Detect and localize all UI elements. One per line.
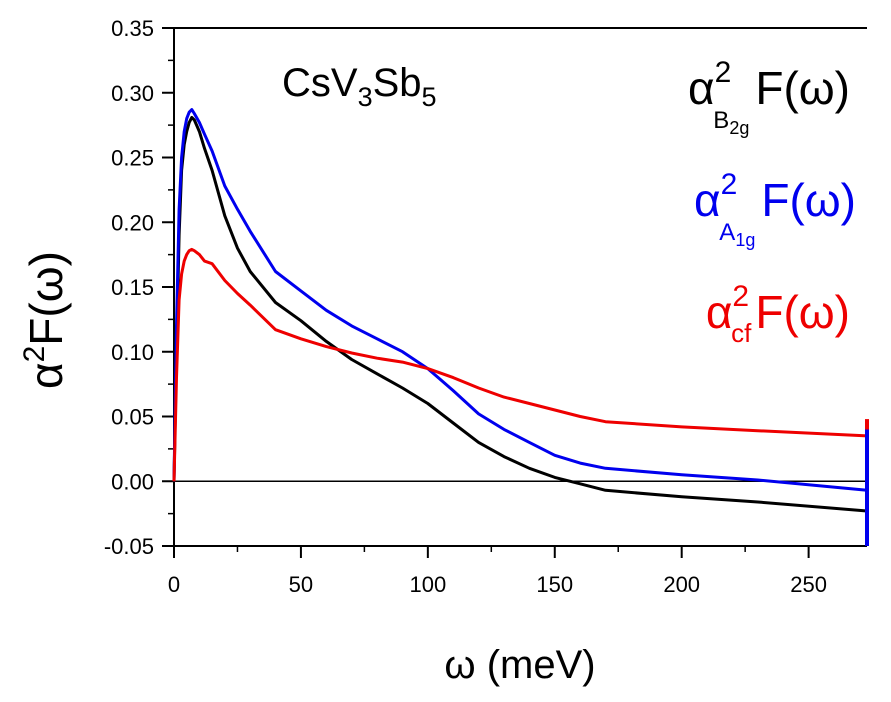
chart-title-sub1: 3	[358, 82, 373, 112]
legend-b2g-sub: B	[713, 107, 729, 134]
legend-a1g-sub: A	[719, 219, 735, 246]
y-tick-label: 0.00	[111, 469, 154, 494]
legend: α2 B2gF(ω) α2 A1gF(ω) α2 cfF(ω)	[688, 56, 856, 348]
x-tick-label: 150	[536, 572, 573, 597]
y-axis-title: α2F(ω)	[18, 251, 72, 389]
x-tick-label: 250	[790, 572, 827, 597]
legend-b2g-subsub: 2g	[729, 118, 749, 138]
x-tick-label: 0	[168, 572, 180, 597]
legend-a1g-alpha: α	[694, 174, 721, 226]
legend-a1g-func: F(ω)	[761, 174, 856, 226]
y-axis-title-alpha: α	[20, 362, 72, 389]
y-tick-label: -0.05	[104, 534, 154, 559]
x-tick-label: 50	[289, 572, 313, 597]
y-tick-label: 0.30	[111, 81, 154, 106]
y-axis-title-func: F(ω)	[20, 251, 72, 346]
y-tick-label: 0.35	[111, 16, 154, 41]
chart-title-part2: Sb	[373, 61, 422, 105]
y-tick-label: 0.05	[111, 405, 154, 430]
chart-title: CsV3Sb5	[282, 61, 437, 112]
y-tick-label: 0.20	[111, 210, 154, 235]
x-tick-label: 200	[663, 572, 700, 597]
y-tick-label: 0.10	[111, 340, 154, 365]
legend-b2g-alpha: α	[688, 62, 715, 114]
y-axis-title-sup: 2	[18, 346, 51, 363]
legend-label-b2g: α2 B2g F(ω)	[688, 56, 850, 138]
legend-cf-alpha: α	[706, 286, 733, 338]
series-layer	[172, 108, 869, 546]
legend-a1g-subsub: 1g	[735, 230, 755, 250]
x-tick-label: 100	[409, 572, 446, 597]
chart-title-sub2: 5	[422, 82, 437, 112]
legend-label-cf: α2 cfF(ω)	[706, 280, 850, 348]
x-axis-title-symbol: ω	[444, 643, 475, 687]
y-axis: -0.05 0.00 0.05 0.10 0.15 0.20 0.25 0.30 0.35	[104, 16, 174, 559]
series-line-2	[172, 247, 868, 482]
y-tick-label: 0.25	[111, 146, 154, 171]
y-tick-label: 0.15	[111, 275, 154, 300]
series-line-0	[172, 115, 868, 513]
legend-b2g-sup: 2	[715, 56, 732, 89]
legend-cf-sup: 2	[732, 280, 749, 313]
legend-label-a1g: α2 A1g F(ω)	[694, 168, 856, 250]
legend-a1g-sup: 2	[721, 168, 738, 201]
x-axis-title: ω (meV)	[444, 643, 595, 687]
legend-b2g-func: F(ω)	[755, 62, 850, 114]
legend-cf-sub: cf	[731, 318, 752, 348]
series-line-1	[172, 108, 868, 492]
x-axis: 0 50 100 150 200 250	[168, 546, 827, 597]
chart-title-part1: CsV	[282, 61, 358, 105]
x-axis-title-unit: (meV)	[476, 643, 596, 687]
legend-cf-func: F(ω)	[755, 286, 850, 338]
